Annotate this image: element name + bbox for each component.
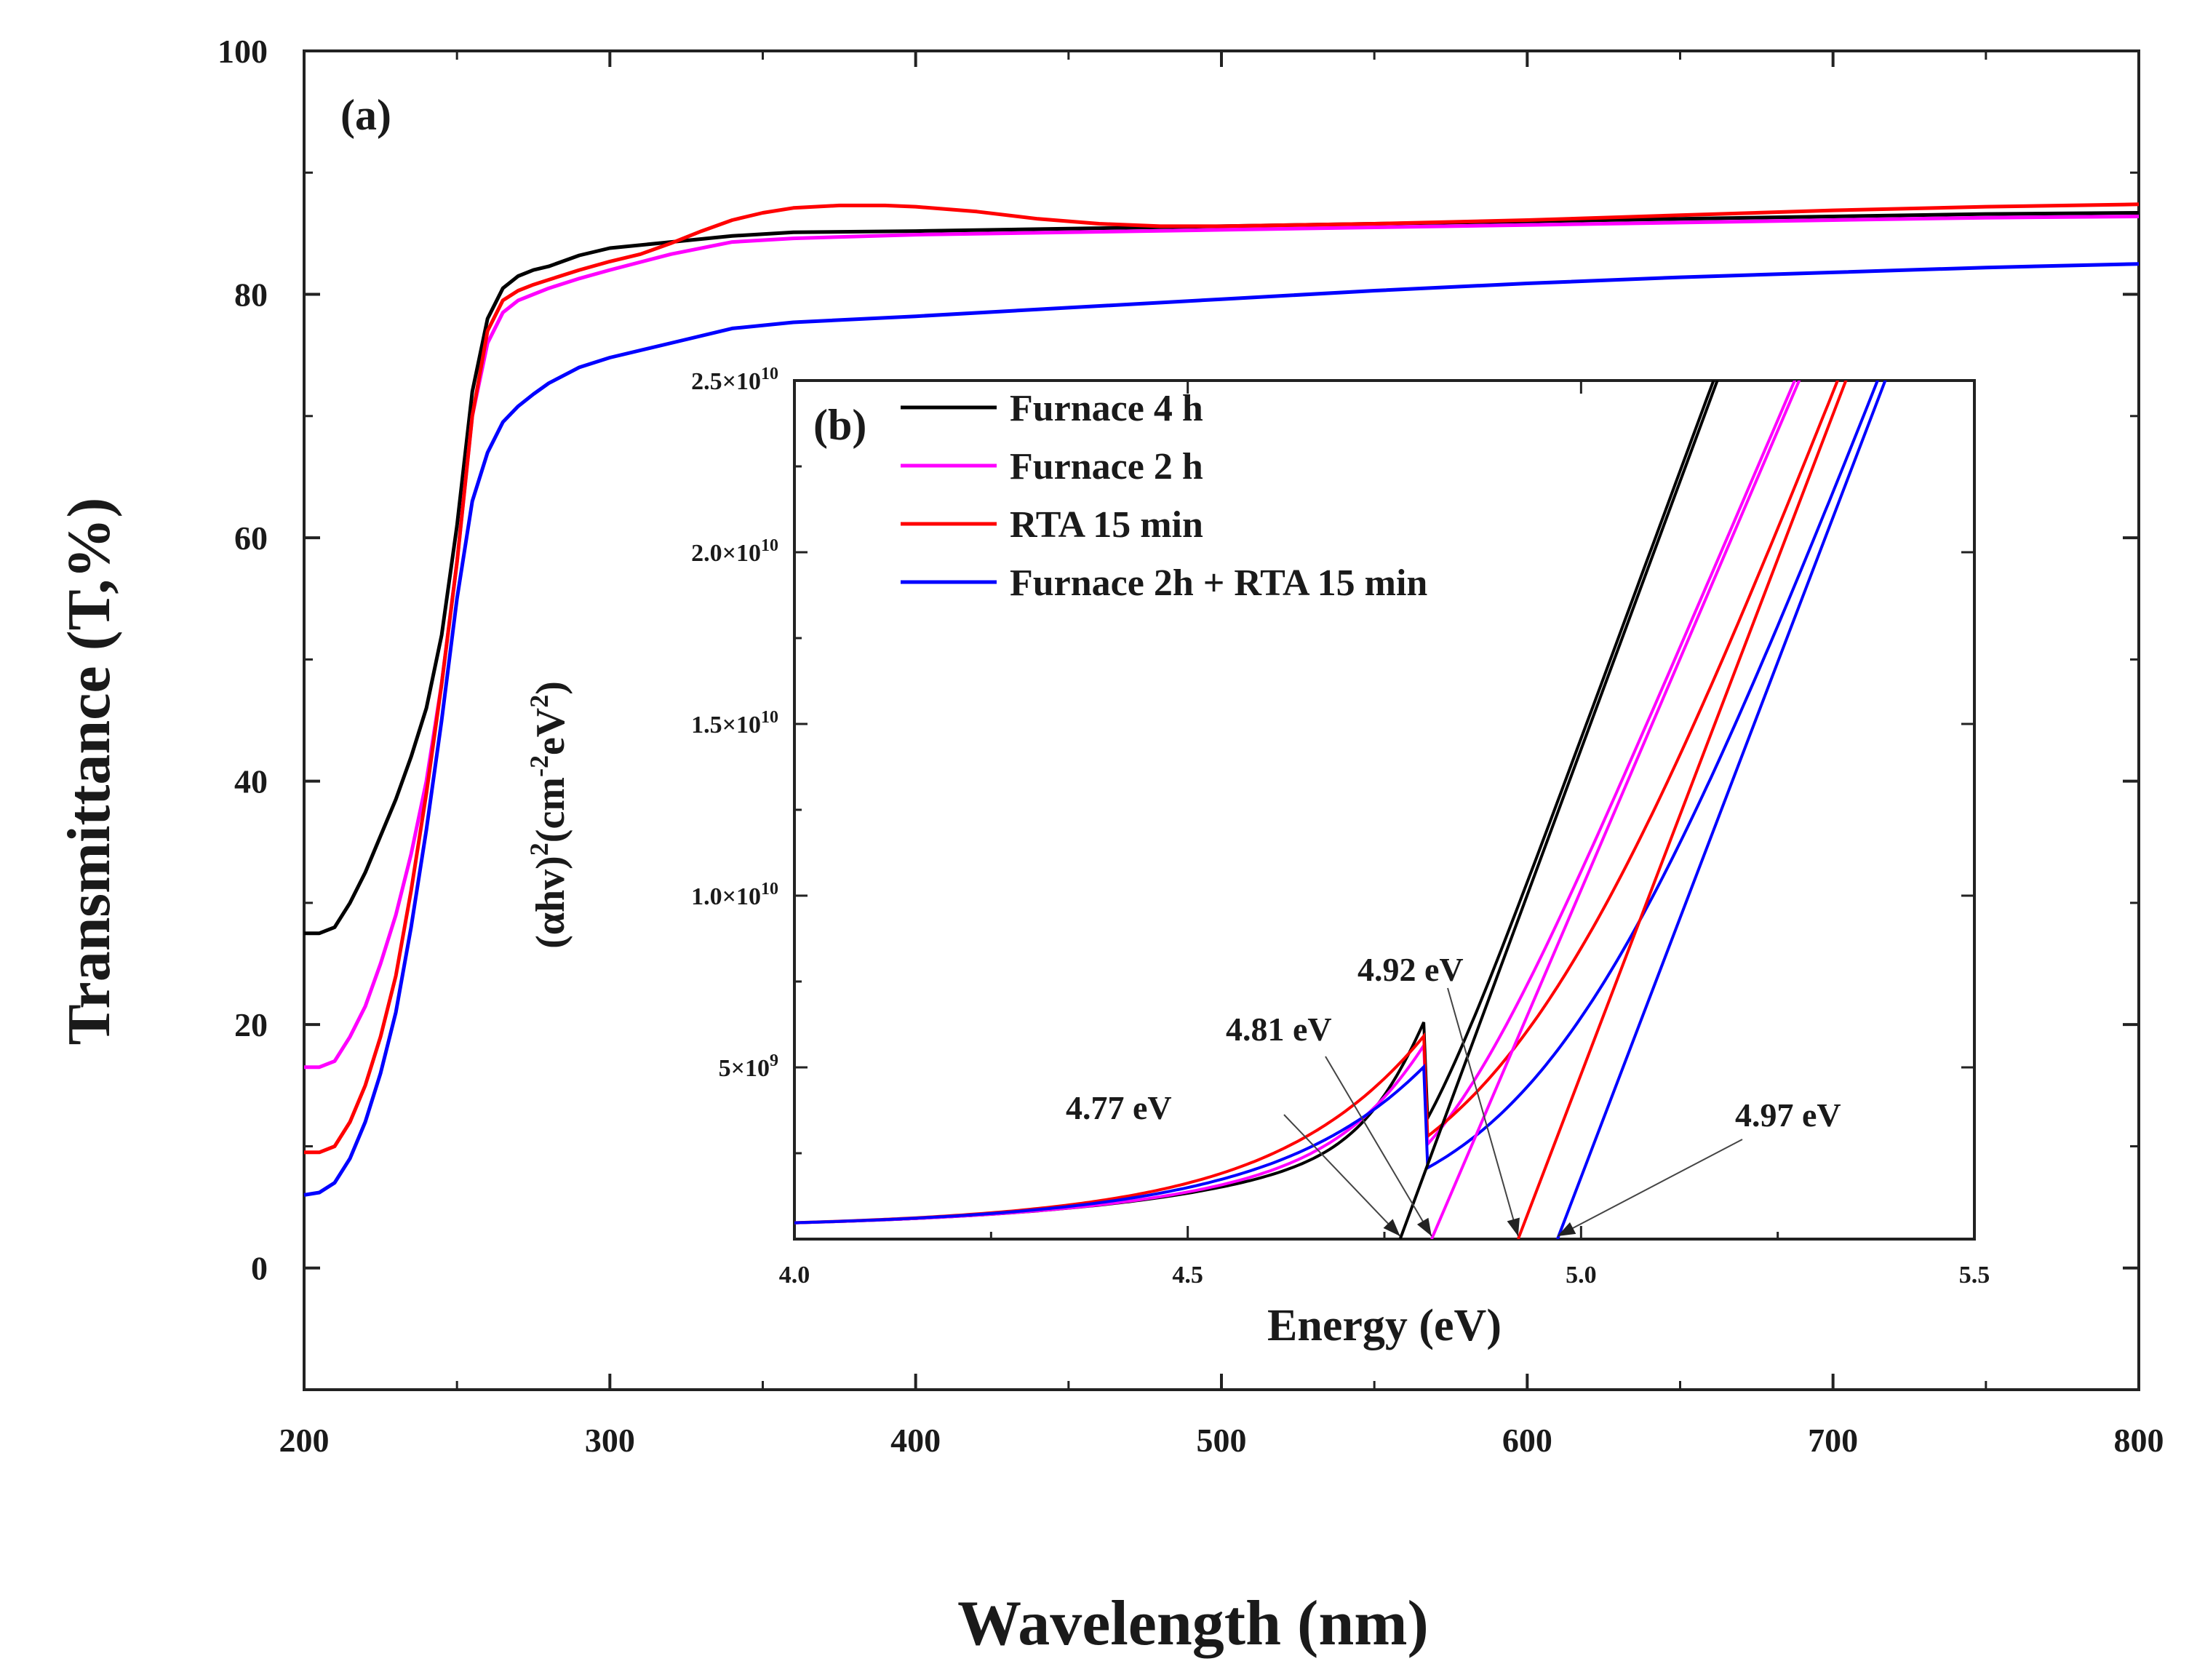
- legend-label: RTA 15 min: [1010, 504, 1203, 546]
- x-tick-label-a: 500: [1197, 1422, 1247, 1459]
- y-tick-label-a: 40: [234, 763, 268, 800]
- bandgap-arrowhead: [1416, 1217, 1432, 1236]
- series-line-a: [303, 262, 2140, 1197]
- y-tick-label-a: 100: [218, 33, 268, 70]
- y-tick-label-b: 1.5×1010: [691, 708, 778, 739]
- tauc-fit-line: [1556, 381, 1887, 1239]
- y-tick-label-a: 0: [251, 1250, 268, 1287]
- bandgap-label: 4.77 eV: [1066, 1089, 1172, 1126]
- y-tick-label-a: 80: [234, 276, 268, 314]
- series-group-a: [303, 202, 2140, 1197]
- legend-label: Furnace 2h + RTA 15 min: [1010, 562, 1427, 604]
- x-tick-label-a: 400: [890, 1422, 941, 1459]
- tauc-fit-line: [1430, 381, 1801, 1239]
- tauc-fit-line: [1398, 381, 1719, 1239]
- series-group-b: [794, 381, 1887, 1239]
- inset-curve: [794, 381, 1880, 1225]
- panel-a: 200 300 400 500 600 700 800 0 20 40 60 80 100 (a) Tr…: [55, 33, 2164, 1659]
- y-tick-label-b: 5×109: [719, 1051, 778, 1082]
- legend: Furnace 4 h Furnace 2 h RTA 15 min Furnace …: [901, 388, 1427, 604]
- series-line-a: [304, 215, 2140, 1070]
- bandgap-arrow-line: [1283, 1114, 1401, 1237]
- x-axis-label-b: Energy (eV): [1267, 1301, 1502, 1350]
- y-tick-label-a: 20: [234, 1006, 268, 1043]
- y-tick-label-b: 2.5×1010: [691, 365, 778, 395]
- x-tick-label-a: 700: [1808, 1422, 1858, 1459]
- ticks-a: 200 300 400 500 600 700 800 0 20 40 60 80 100: [218, 33, 2164, 1459]
- x-tick-label-b: 5.0: [1566, 1262, 1597, 1289]
- x-tick-label-a: 300: [585, 1422, 635, 1459]
- bandgap-annotations: 4.77 eV 4.81 eV 4.92 eV 4.97 eV: [1066, 951, 1841, 1237]
- tauc-fit-line: [1516, 381, 1848, 1239]
- bandgap-label: 4.97 eV: [1735, 1096, 1841, 1134]
- bandgap-arrow-line: [1325, 1056, 1432, 1237]
- x-tick-label-a: 200: [279, 1422, 330, 1459]
- x-tick-label-b: 5.5: [1959, 1262, 1990, 1289]
- series-line-a: [304, 202, 2140, 1155]
- y-tick-label-a: 60: [234, 519, 268, 557]
- bandgap-arrow-line: [1557, 1139, 1743, 1237]
- bandgap-label: 4.92 eV: [1357, 951, 1464, 988]
- panel-label-a: (a): [340, 91, 391, 139]
- y-axis-label-a: Transmittance (T,%): [55, 498, 123, 1046]
- bandgap-arrowhead: [1383, 1219, 1400, 1236]
- bandgap-arrowhead: [1557, 1222, 1576, 1236]
- bandgap-arrow-line: [1447, 987, 1519, 1237]
- x-axis-label-a: Wavelength (nm): [957, 1588, 1429, 1659]
- x-tick-label-a: 800: [2114, 1422, 2164, 1459]
- y-tick-label-b: 1.0×1010: [691, 880, 778, 910]
- panel-label-b: (b): [813, 401, 866, 449]
- legend-label: Furnace 4 h: [1010, 388, 1203, 429]
- panel-b-inset: 4.0 4.5 5.0 5.5 5×109 1.0×1010 1.5×1010 2.0×101…: [525, 365, 1990, 1350]
- y-tick-label-b: 2.0×1010: [691, 536, 778, 567]
- legend-label: Furnace 2 h: [1010, 446, 1203, 487]
- y-axis-label-b: (αhv)2(cm-2eV2): [525, 681, 573, 949]
- x-tick-label-a: 600: [1502, 1422, 1552, 1459]
- x-tick-label-b: 4.5: [1172, 1262, 1203, 1289]
- bandgap-label: 4.81 eV: [1226, 1011, 1332, 1048]
- bandgap-arrowhead: [1507, 1217, 1520, 1236]
- x-tick-label-b: 4.0: [779, 1262, 810, 1289]
